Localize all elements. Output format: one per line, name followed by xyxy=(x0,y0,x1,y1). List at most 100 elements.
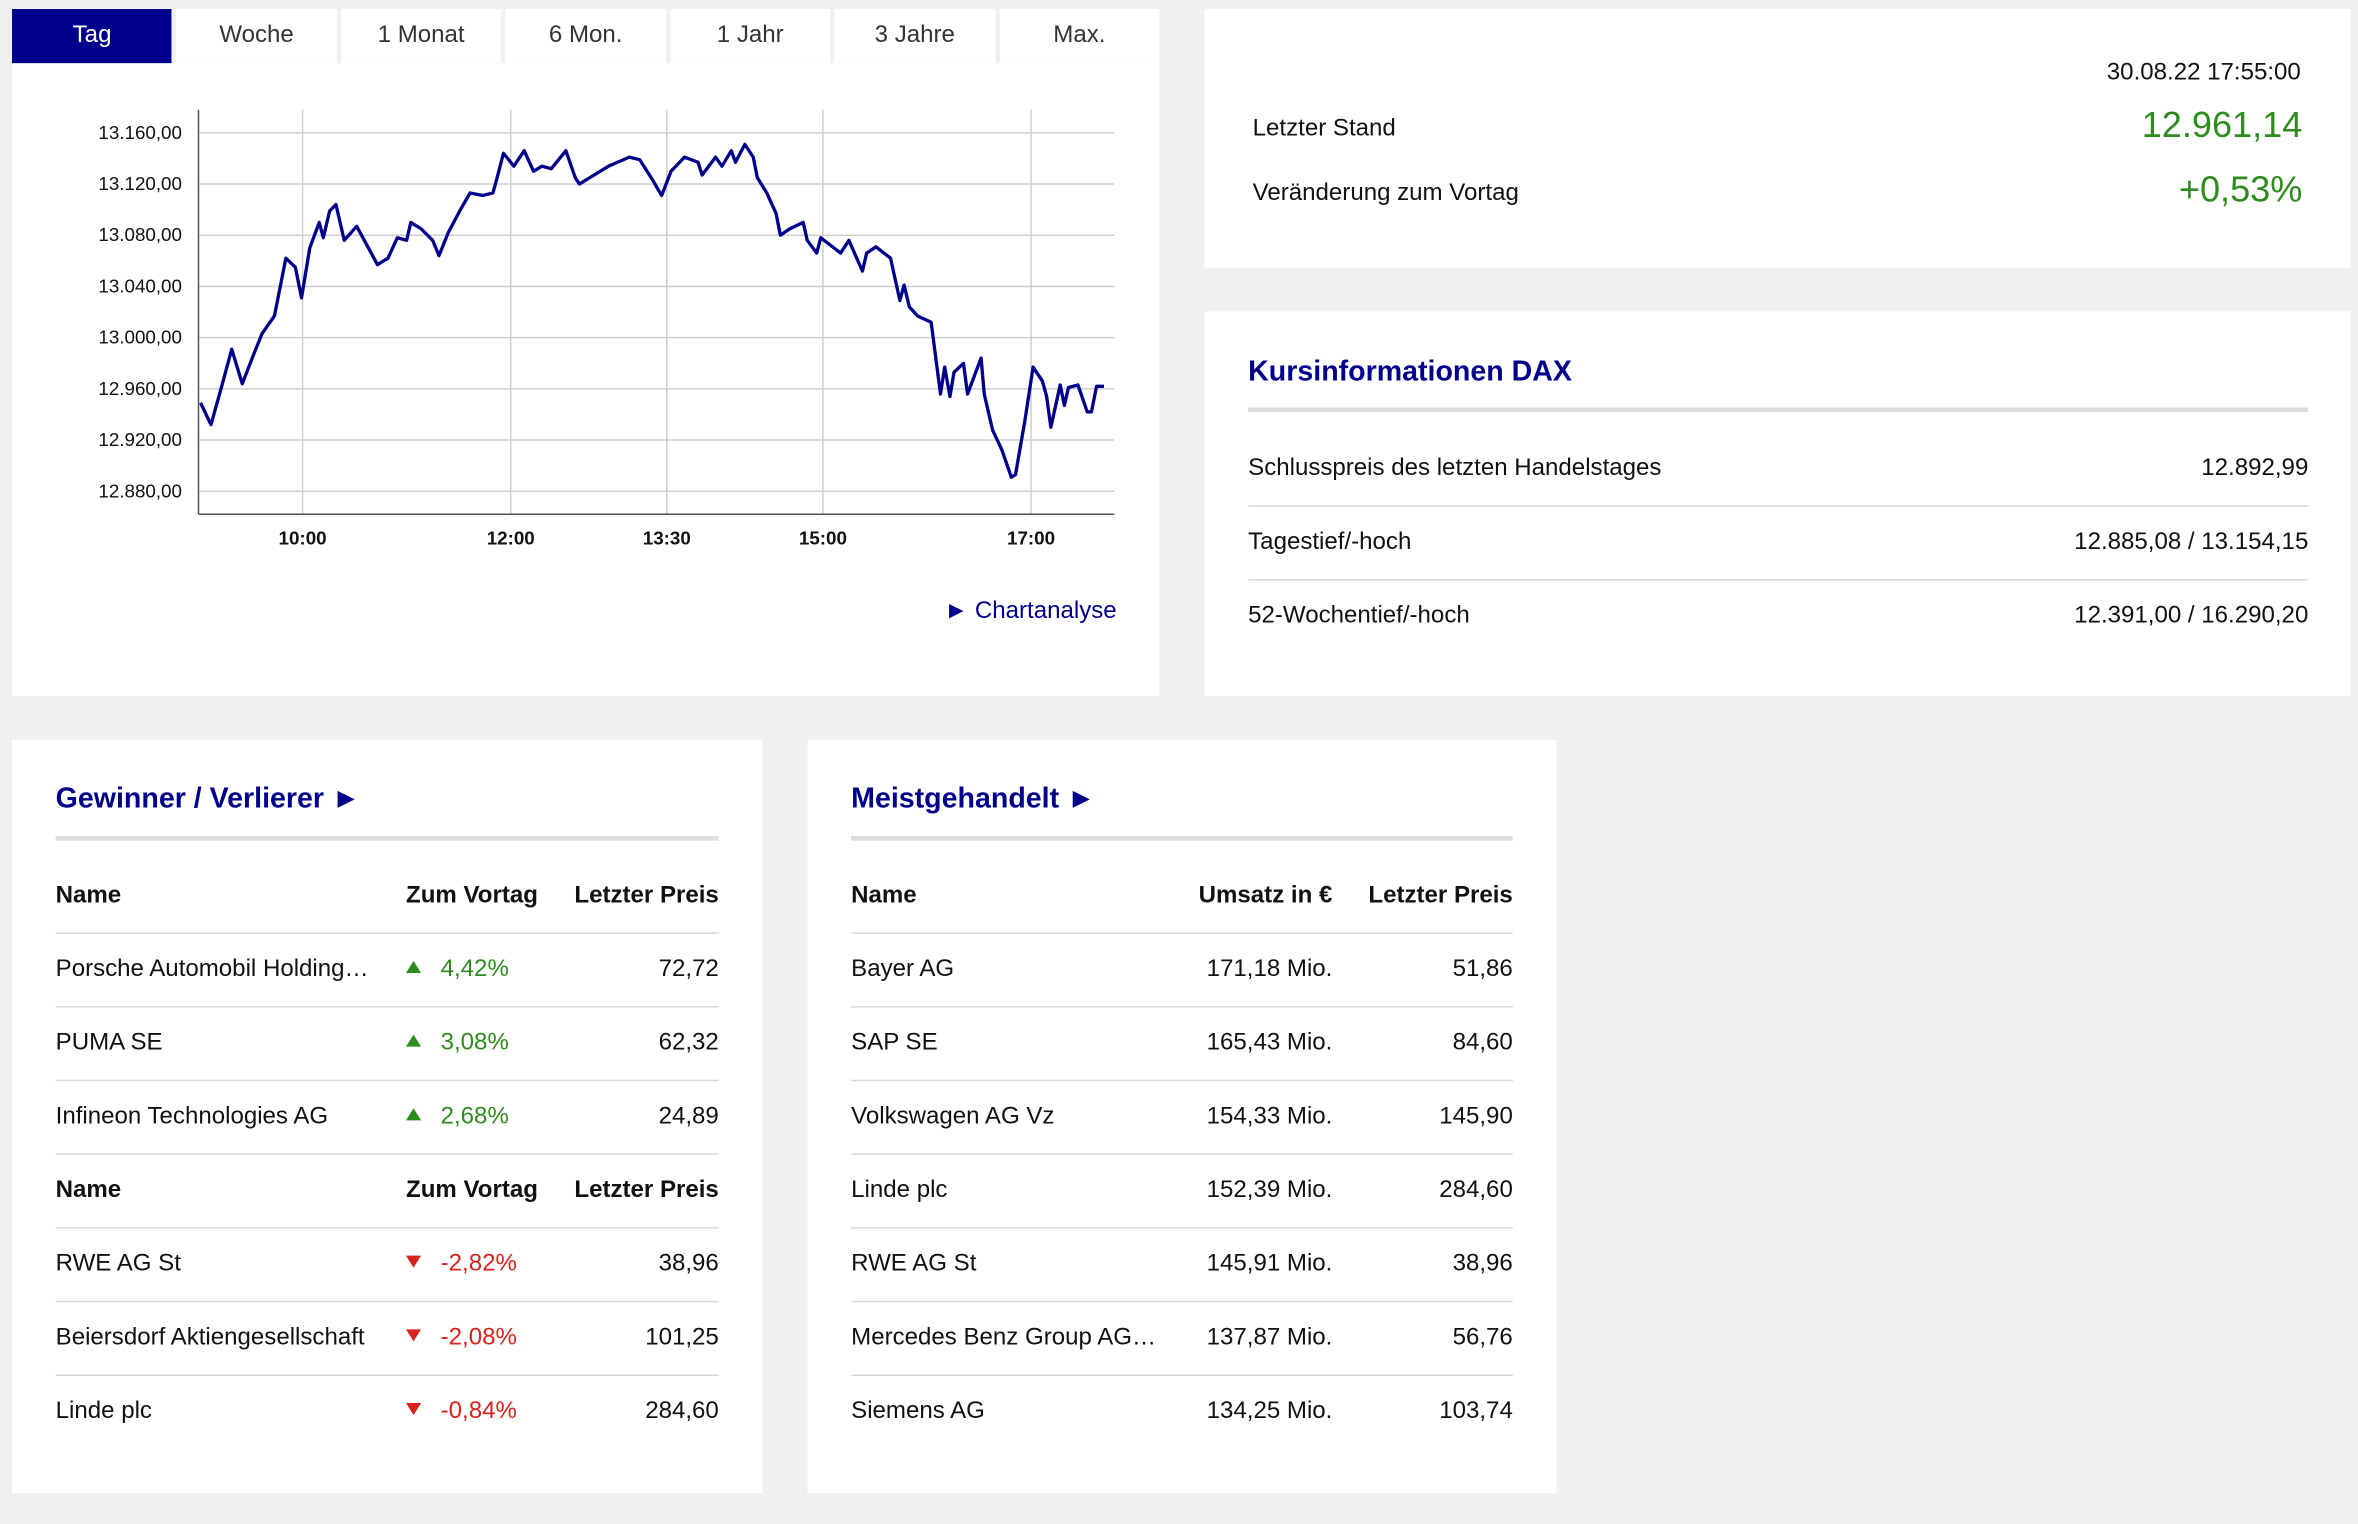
cell: 101,25 xyxy=(645,1324,719,1351)
up-arrow xyxy=(406,960,422,973)
cell: 4,42% xyxy=(406,956,509,983)
tab[interactable]: Tag xyxy=(12,9,173,64)
tab[interactable]: Woche xyxy=(176,9,337,64)
cell: 134,25 Mio. xyxy=(1207,1398,1333,1425)
section-title[interactable]: Gewinner / Verlierer ► xyxy=(55,783,361,816)
cell-text: 284,60 xyxy=(645,1397,719,1424)
cell: Umsatz in € xyxy=(1199,882,1333,909)
info-value: 12.391,00 / 16.290,20 xyxy=(2074,602,2309,628)
y-tick-label: 13.040,00 xyxy=(98,275,182,296)
x-tick-label: 17:00 xyxy=(1007,527,1055,548)
cell-text: -0,84% xyxy=(440,1397,517,1424)
header-cell: Letzter Preis xyxy=(574,1176,719,1203)
table-row: RWE AG St 145,91 Mio. 38,96 xyxy=(851,1227,1513,1303)
cell-text: PUMA SE xyxy=(55,1029,163,1055)
tab-label[interactable]: 6 Mon. xyxy=(548,22,623,49)
info-value: 12.892,99 xyxy=(2201,454,2309,481)
info-row: Tagestief/-hoch 12.885,08 / 13.154,15 xyxy=(1248,505,2309,581)
info-row: Schlusspreis des letzten Handelstages 12.… xyxy=(1248,432,2309,507)
cell: -2,82% xyxy=(406,1250,517,1277)
tab-label[interactable]: 3 Jahre xyxy=(874,22,955,49)
table-row: Beiersdorf Aktiengesellschaft -2,08% 101,2… xyxy=(55,1301,719,1376)
info-panel xyxy=(1204,311,2351,697)
cell: 165,43 Mio. xyxy=(1207,1029,1333,1056)
header-cell: Umsatz in € xyxy=(1198,881,1333,908)
tab[interactable]: 3 Jahre xyxy=(834,9,995,64)
y-tick-label: 13.160,00 xyxy=(98,122,182,143)
cell: RWE AG St xyxy=(56,1250,181,1277)
cell: 103,74 xyxy=(1439,1398,1513,1425)
cell-text: 134,25 Mio. xyxy=(1206,1397,1333,1424)
tab-label[interactable]: 1 Monat xyxy=(377,22,465,49)
tab-label[interactable]: Max. xyxy=(1053,22,1106,49)
tab-label[interactable]: Tag xyxy=(72,22,112,49)
table-row: Mercedes Benz Group AG… 137,87 Mio. 56,76 xyxy=(851,1301,1513,1376)
tab-bar: Tag Woche 1 Monat 6 Mon. 1 Jahr 3 Jahre Max. xyxy=(12,9,1160,64)
info-label: 52-Wochentief/-hoch xyxy=(1248,602,1470,628)
cell: 2,68% xyxy=(406,1103,509,1130)
title-text[interactable]: Meistgehandelt xyxy=(851,783,1060,816)
cell-text: -2,82% xyxy=(440,1250,517,1276)
cell-text: 38,96 xyxy=(658,1250,719,1276)
y-tick-label: 13.120,00 xyxy=(98,173,182,194)
cell-text: -2,08% xyxy=(440,1324,517,1350)
cell-text: 38,96 xyxy=(1452,1250,1513,1276)
table-row: PUMA SE 3,08% 62,32 xyxy=(55,1006,719,1082)
section-title: Kursinformationen DAX xyxy=(1248,356,1573,388)
cell: Zum Vortag xyxy=(406,882,538,909)
cell-text: 3,08% xyxy=(440,1029,509,1055)
chart-link[interactable]: ► Chartanalyse xyxy=(944,598,1117,625)
cell-text: 171,18 Mio. xyxy=(1206,955,1333,982)
chart-link-text[interactable]: Chartanalyse xyxy=(974,598,1117,625)
down-arrow xyxy=(406,1402,422,1415)
cell: Letzter Preis xyxy=(574,882,718,909)
table-header: Name Umsatz in € Letzter Preis xyxy=(851,859,1513,934)
y-tick-label: 12.920,00 xyxy=(98,429,182,450)
chart: 12.880,00 12.920,00 12.960,00 13.000,00 13.0… xyxy=(98,109,1115,548)
quote-label: Letzter Stand xyxy=(1252,115,1396,142)
cell: 24,89 xyxy=(659,1103,719,1130)
cell: Siemens AG xyxy=(851,1398,985,1425)
cell: RWE AG St xyxy=(851,1250,976,1277)
tab[interactable]: 6 Mon. xyxy=(505,9,666,64)
tab-label[interactable]: Woche xyxy=(219,22,294,49)
cell-text: 103,74 xyxy=(1439,1397,1513,1424)
cell-text: Mercedes Benz Group AG… xyxy=(851,1324,1157,1350)
up-arrow xyxy=(406,1033,422,1046)
header-cell: Name xyxy=(55,1176,122,1203)
cell: -0,84% xyxy=(406,1398,517,1425)
table-row: Siemens AG 134,25 Mio. 103,74 xyxy=(851,1374,1513,1448)
quote-value: +0,53% xyxy=(2178,169,2303,211)
info-value: 12.885,08 / 13.154,15 xyxy=(2074,528,2309,555)
y-tick-label: 13.000,00 xyxy=(98,327,182,348)
cell: Porsche Automobil Holding… xyxy=(56,956,369,983)
table-row: Infineon Technologies AG 2,68% 24,89 xyxy=(55,1080,719,1155)
y-tick-label: 13.080,00 xyxy=(98,224,182,245)
tab[interactable]: Max. xyxy=(999,9,1160,64)
table-row: Linde plc 152,39 Mio. 284,60 xyxy=(851,1153,1513,1229)
header-cell: Name xyxy=(851,881,917,908)
cell: Linde plc xyxy=(56,1398,152,1425)
cell: PUMA SE xyxy=(56,1029,163,1056)
gainers-panel xyxy=(12,739,763,1494)
most-traded-panel xyxy=(807,739,1557,1494)
tab[interactable]: 1 Jahr xyxy=(670,9,831,64)
cell-text: 145,90 xyxy=(1439,1103,1513,1129)
cell-text: Porsche Automobil Holding… xyxy=(55,955,369,982)
cell-text: 84,60 xyxy=(1452,1029,1513,1055)
cell: Zum Vortag xyxy=(406,1177,538,1204)
timestamp: 30.08.22 17:55:00 xyxy=(2106,60,2301,86)
cell: Mercedes Benz Group AG… xyxy=(851,1324,1156,1351)
table-row: Linde plc -0,84% 284,60 xyxy=(56,1374,719,1448)
info-row: 52-Wochentief/-hoch 12.391,00 / 16.290,20 xyxy=(1248,579,2308,653)
section-title[interactable]: Meistgehandelt ► xyxy=(851,783,1096,816)
tab-label[interactable]: 1 Jahr xyxy=(716,22,784,49)
cell: Letzter Preis xyxy=(1368,882,1512,909)
quote-label: Veränderung zum Vortag xyxy=(1252,180,1519,207)
title-text[interactable]: Gewinner / Verlierer xyxy=(55,783,325,816)
cell: 137,87 Mio. xyxy=(1207,1324,1333,1351)
tab[interactable]: 1 Monat xyxy=(341,9,502,64)
cell-text: Infineon Technologies AG xyxy=(55,1103,329,1129)
cell: Bayer AG xyxy=(851,956,954,983)
divider xyxy=(1248,407,2309,413)
